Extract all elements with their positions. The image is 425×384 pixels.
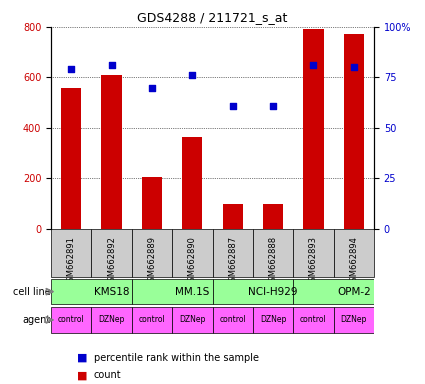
- Text: GSM662893: GSM662893: [309, 236, 318, 287]
- Text: count: count: [94, 370, 121, 380]
- Text: MM.1S: MM.1S: [175, 286, 210, 296]
- Text: ■: ■: [76, 370, 87, 380]
- FancyBboxPatch shape: [91, 307, 132, 333]
- Text: GSM662888: GSM662888: [269, 236, 278, 287]
- Point: [189, 72, 196, 78]
- FancyBboxPatch shape: [132, 229, 172, 278]
- Text: DZNep: DZNep: [260, 315, 286, 324]
- Text: control: control: [219, 315, 246, 324]
- Text: GSM662890: GSM662890: [188, 236, 197, 287]
- Text: GSM662889: GSM662889: [147, 236, 156, 287]
- Bar: [142, 177, 162, 229]
- Text: GSM662892: GSM662892: [107, 236, 116, 287]
- Text: percentile rank within the sample: percentile rank within the sample: [94, 353, 258, 363]
- FancyBboxPatch shape: [51, 279, 132, 305]
- FancyBboxPatch shape: [212, 307, 253, 333]
- Text: OPM-2: OPM-2: [337, 286, 371, 296]
- FancyBboxPatch shape: [132, 279, 212, 305]
- Text: cell line: cell line: [13, 286, 51, 296]
- Bar: [263, 204, 283, 229]
- FancyBboxPatch shape: [293, 279, 374, 305]
- Bar: [223, 204, 243, 229]
- FancyBboxPatch shape: [212, 229, 253, 278]
- Point: [149, 84, 156, 91]
- FancyBboxPatch shape: [212, 279, 293, 305]
- Bar: [344, 35, 364, 229]
- Text: agent: agent: [23, 315, 51, 325]
- Text: DZNep: DZNep: [179, 315, 206, 324]
- Text: ■: ■: [76, 353, 87, 363]
- Bar: [102, 75, 122, 229]
- Point: [230, 103, 236, 109]
- Point: [108, 62, 115, 68]
- Text: KMS18: KMS18: [94, 286, 129, 296]
- Text: control: control: [139, 315, 165, 324]
- FancyBboxPatch shape: [172, 307, 212, 333]
- FancyBboxPatch shape: [293, 229, 334, 278]
- Text: GSM662887: GSM662887: [228, 236, 237, 287]
- FancyBboxPatch shape: [91, 229, 132, 278]
- Bar: [303, 30, 323, 229]
- FancyBboxPatch shape: [334, 307, 374, 333]
- Text: GSM662894: GSM662894: [349, 236, 358, 287]
- Text: control: control: [58, 315, 85, 324]
- Point: [269, 103, 276, 109]
- Text: DZNep: DZNep: [340, 315, 367, 324]
- Title: GDS4288 / 211721_s_at: GDS4288 / 211721_s_at: [137, 11, 288, 24]
- FancyBboxPatch shape: [293, 307, 334, 333]
- Text: GSM662891: GSM662891: [67, 236, 76, 287]
- Point: [310, 62, 317, 68]
- FancyBboxPatch shape: [51, 307, 91, 333]
- Bar: [61, 88, 81, 229]
- FancyBboxPatch shape: [132, 307, 172, 333]
- Text: NCI-H929: NCI-H929: [248, 286, 298, 296]
- Bar: [182, 137, 202, 229]
- Point: [350, 64, 357, 70]
- Text: DZNep: DZNep: [98, 315, 125, 324]
- FancyBboxPatch shape: [253, 307, 293, 333]
- Text: control: control: [300, 315, 327, 324]
- FancyBboxPatch shape: [172, 229, 212, 278]
- FancyBboxPatch shape: [51, 229, 91, 278]
- FancyBboxPatch shape: [253, 229, 293, 278]
- FancyBboxPatch shape: [334, 229, 374, 278]
- Point: [68, 66, 75, 73]
